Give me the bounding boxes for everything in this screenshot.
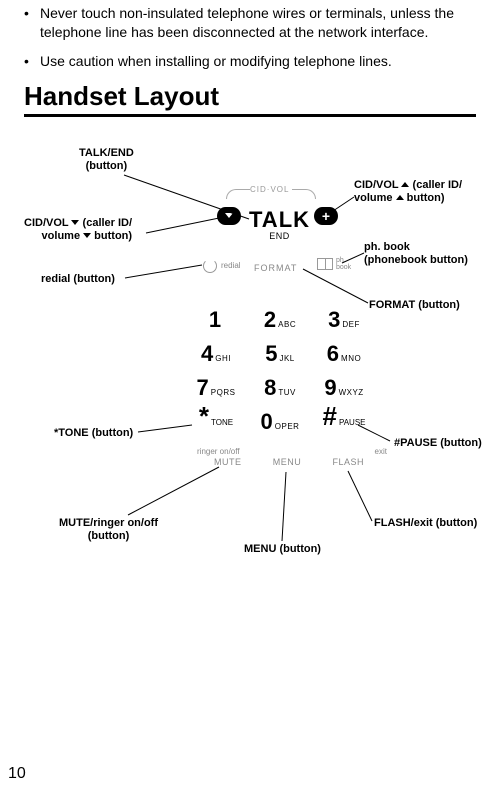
- cid-vol-label: CID·VOL: [250, 185, 289, 194]
- title-underline: [24, 114, 476, 117]
- label-cid-vol-down: CID/VOL (caller ID/volume button): [24, 217, 132, 243]
- cid-curve-left: [226, 189, 250, 199]
- bullet-item: • Use caution when installing or modifyi…: [24, 52, 476, 71]
- phbook-text: ph.book: [336, 257, 351, 271]
- label-flash: FLASH/exit (button): [374, 517, 477, 530]
- label-format: FORMAT (button): [369, 299, 460, 312]
- label-talk-end: TALK/END(button): [79, 147, 134, 173]
- handset-diagram: CID·VOL + TALK END redial FORMAT ph.book…: [24, 147, 476, 627]
- label-pause: #PAUSE (button): [394, 437, 482, 450]
- talk-text: TALK: [249, 207, 310, 233]
- volume-down-icon: [217, 207, 241, 225]
- label-mute: MUTE/ringer on/off(button): [59, 517, 158, 543]
- cid-curve-right: [292, 189, 316, 199]
- section-title: Handset Layout: [24, 81, 476, 112]
- label-phbook: ph. book(phonebook button): [364, 241, 468, 267]
- format-text: FORMAT: [254, 263, 297, 273]
- phbook-block: ph.book: [317, 257, 351, 271]
- bullet-list: • Never touch non-insulated telephone wi…: [24, 4, 476, 71]
- bullet-text: Never touch non-insulated telephone wire…: [40, 4, 476, 42]
- label-cid-vol-up: CID/VOL (caller ID/volume button): [354, 179, 462, 205]
- keypad: 1 2ABC 3DEF 4GHI 5JKL 6MNO 7PQRS 8TUV 9W…: [184, 307, 376, 443]
- talk-end-block: TALK END: [249, 207, 310, 241]
- label-tone: *TONE (button): [54, 427, 133, 440]
- redial-block: redial: [203, 259, 241, 273]
- phbook-icon: [317, 258, 333, 270]
- redial-text: redial: [221, 261, 241, 270]
- label-redial: redial (button): [41, 273, 115, 286]
- bottom-row-2: MUTE MENU FLASH: [214, 457, 364, 467]
- label-menu: MENU (button): [244, 543, 321, 556]
- redial-icon: [203, 259, 217, 273]
- page-number: 10: [8, 765, 26, 783]
- bottom-row-1: ringer on/off exit: [197, 447, 387, 456]
- volume-up-icon: +: [314, 207, 338, 225]
- bullet-text: Use caution when installing or modifying…: [40, 52, 392, 71]
- bullet-item: • Never touch non-insulated telephone wi…: [24, 4, 476, 42]
